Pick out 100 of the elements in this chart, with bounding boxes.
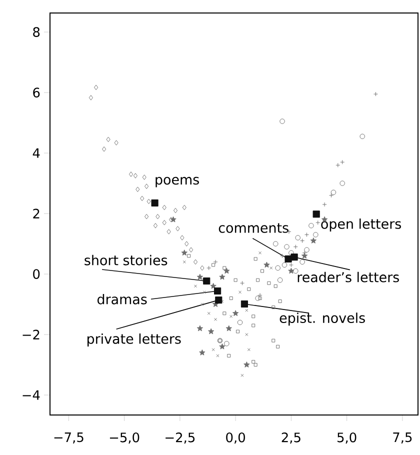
point	[189, 247, 194, 252]
point	[290, 254, 298, 261]
point	[146, 198, 151, 204]
x-tick-label: 5,0	[338, 432, 356, 444]
point	[114, 140, 118, 146]
point	[184, 241, 189, 246]
point	[284, 255, 292, 262]
point	[256, 278, 260, 282]
point	[300, 238, 305, 244]
point	[275, 265, 280, 271]
point	[301, 252, 308, 259]
point	[153, 223, 158, 228]
point	[196, 274, 204, 280]
point	[227, 354, 231, 358]
point	[133, 173, 138, 178]
point	[360, 134, 366, 140]
point	[276, 344, 280, 348]
annotation: private letters	[88, 333, 181, 346]
point	[94, 84, 98, 90]
point	[304, 247, 310, 252]
point	[304, 232, 310, 237]
point	[140, 196, 144, 202]
x-tick-label: −5,0	[110, 432, 140, 444]
point	[252, 360, 256, 364]
point	[212, 263, 216, 267]
point	[226, 325, 232, 332]
y-tick-label: 0	[33, 269, 40, 279]
point	[173, 208, 178, 214]
point	[280, 254, 285, 258]
point	[187, 254, 191, 258]
point	[252, 314, 256, 318]
point	[237, 320, 243, 326]
point	[288, 268, 294, 274]
point	[295, 235, 300, 240]
y-tick-label: 6	[33, 88, 40, 98]
point	[258, 292, 262, 298]
point	[222, 312, 226, 316]
point	[312, 210, 320, 218]
point	[272, 241, 278, 246]
point	[272, 338, 276, 342]
point	[336, 162, 340, 168]
point	[328, 193, 334, 198]
point	[182, 204, 186, 210]
point	[300, 259, 305, 265]
point	[170, 216, 176, 222]
point	[322, 202, 327, 207]
point	[213, 260, 218, 264]
point	[240, 280, 244, 286]
point	[292, 268, 298, 274]
x-tick-label: −2,5	[166, 432, 195, 444]
point	[162, 220, 166, 226]
point	[274, 284, 278, 288]
point	[162, 204, 166, 210]
point	[156, 214, 160, 220]
point	[214, 287, 222, 295]
point	[200, 265, 204, 271]
x-tick-label: 7,5	[393, 432, 412, 444]
point	[234, 278, 238, 282]
point	[313, 232, 318, 238]
x-tick-label: −7,5	[54, 432, 84, 444]
point	[254, 257, 258, 261]
x-tick-label: 0,0	[226, 432, 245, 444]
point	[199, 349, 206, 356]
point	[340, 180, 345, 186]
point	[106, 136, 110, 142]
point	[144, 214, 149, 220]
point	[208, 328, 214, 334]
point	[196, 325, 204, 332]
annotation: open letters	[321, 218, 401, 232]
point	[288, 250, 294, 256]
point	[373, 92, 378, 96]
point	[180, 235, 184, 240]
point	[278, 300, 282, 304]
point	[224, 340, 230, 346]
point	[247, 287, 251, 291]
point	[255, 296, 260, 301]
point	[224, 268, 230, 274]
point	[144, 184, 149, 189]
point	[293, 244, 298, 250]
y-tick-label: −2	[22, 330, 40, 340]
point	[128, 172, 134, 177]
y-tick-label: 8	[33, 27, 40, 37]
point	[229, 296, 233, 300]
point	[215, 296, 222, 304]
point	[310, 238, 317, 244]
point	[308, 223, 314, 228]
point	[142, 174, 146, 180]
point	[193, 259, 198, 265]
point	[252, 324, 256, 328]
point	[166, 229, 171, 234]
point	[88, 95, 93, 100]
point	[210, 282, 216, 289]
point	[258, 296, 262, 300]
point	[222, 266, 226, 270]
point	[236, 330, 240, 334]
point	[260, 269, 264, 273]
point	[219, 274, 226, 280]
annotation: poems	[156, 176, 199, 188]
point	[102, 146, 106, 152]
point	[206, 266, 212, 270]
